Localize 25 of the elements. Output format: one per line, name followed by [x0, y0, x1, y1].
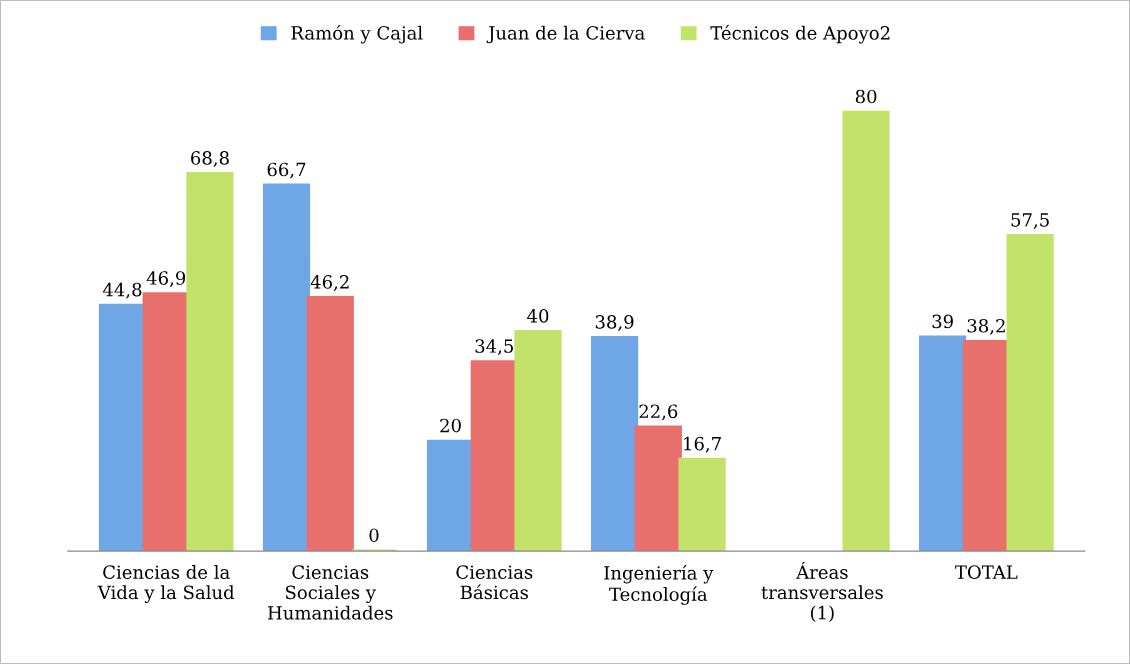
- x-tick-label: Ingeniería y Tecnología: [604, 565, 714, 605]
- data-label: 66,7: [267, 162, 306, 179]
- data-label: 38,9: [595, 315, 634, 331]
- data-label: 46,9: [146, 271, 186, 288]
- x-tick-label: TOTAL: [955, 565, 1018, 579]
- data-label: 38,2: [967, 318, 1005, 335]
- data-label: 16,7: [684, 436, 721, 453]
- data-label: 22,6: [639, 404, 678, 421]
- data-label: 40: [527, 309, 549, 323]
- data-label: 20: [440, 418, 461, 433]
- data-label: 57,5: [1011, 213, 1049, 229]
- x-tick-label: Ciencias Sociales y Humanidades: [268, 565, 393, 620]
- legend-label: Juan de la Cierva: [486, 25, 645, 44]
- data-label: 46,2: [310, 275, 349, 291]
- data-label: 44,8: [102, 282, 142, 299]
- legend-label: Técnicos de Apoyo2: [710, 25, 890, 44]
- x-tick-label: Áreas transversales (1): [761, 562, 883, 622]
- data-label: 80: [855, 89, 877, 104]
- data-label: 34,5: [475, 339, 513, 356]
- legend-label: Ramón y Cajal: [291, 25, 423, 44]
- x-tick-label: Ciencias Básicas: [456, 565, 533, 600]
- x-tick-label: Ciencias de la Vida y la Salud: [97, 565, 235, 603]
- data-label: 0: [369, 528, 379, 543]
- data-label: 68,8: [191, 151, 229, 167]
- data-label: 39: [932, 314, 953, 329]
